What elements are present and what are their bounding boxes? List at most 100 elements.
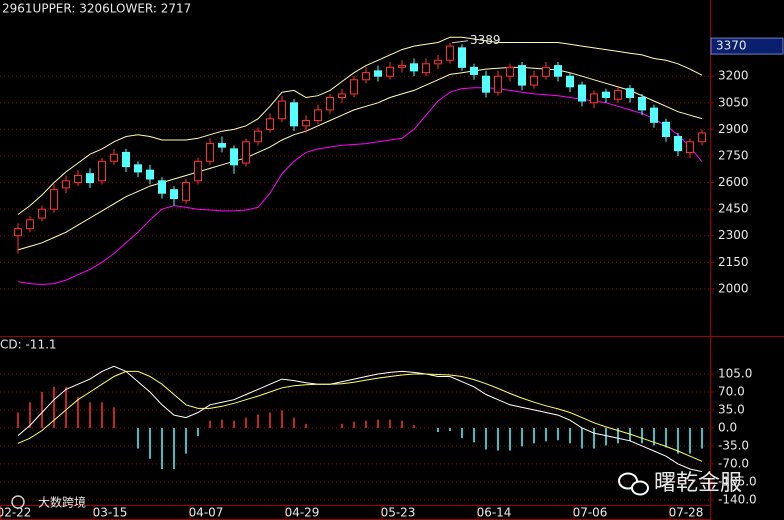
candle-body <box>278 100 286 120</box>
candle-body <box>542 66 550 77</box>
candle-body <box>230 148 238 166</box>
candle-body <box>50 189 58 210</box>
candle-body <box>602 91 610 98</box>
x-tick-label: 07-28 <box>669 506 704 520</box>
annotation-leader <box>451 40 469 44</box>
candle-body <box>518 65 526 86</box>
candle-body <box>446 45 454 61</box>
band-line <box>17 87 703 286</box>
macd-line <box>17 370 703 462</box>
candle-body <box>374 70 382 77</box>
y-tick-label: 2300 <box>718 228 749 242</box>
y-tick-label: -105.0 <box>718 474 757 488</box>
legend-entry: UPPER: 3206 <box>33 2 110 16</box>
candle-body <box>62 180 70 189</box>
x-tick-label: 06-14 <box>477 506 512 520</box>
candle-body <box>194 160 202 182</box>
y-tick-label: 2000 <box>718 281 749 295</box>
candle-body <box>410 63 418 72</box>
x-tick-label: 05-23 <box>381 506 416 520</box>
y-tick-label: -70.0 <box>718 456 749 470</box>
candle-body <box>122 151 130 168</box>
x-tick-label: 02-22 <box>0 506 31 520</box>
y-tick-label: 2750 <box>718 148 749 162</box>
candle-body <box>206 143 214 162</box>
candle-body <box>182 182 190 201</box>
candle-body <box>290 102 298 127</box>
y-tick-label: 35.0 <box>718 402 745 416</box>
max-annotation: 3389 <box>470 33 501 47</box>
candle-body <box>86 173 94 184</box>
candle-body <box>146 169 154 180</box>
y-tick-label: 2150 <box>718 255 749 269</box>
candle-body <box>338 93 346 98</box>
candle-body <box>590 93 598 104</box>
y-tick-label: 2900 <box>718 122 749 136</box>
candle-body <box>74 174 82 184</box>
candle-body <box>242 141 250 164</box>
candle-body <box>482 75 490 93</box>
candle-body <box>530 75 538 86</box>
y-tick-label: 105.0 <box>718 366 752 380</box>
candle-body <box>98 160 106 182</box>
candle-body <box>350 79 358 95</box>
band-line <box>17 36 703 215</box>
candle-body <box>494 75 502 93</box>
candle-body <box>266 118 274 130</box>
candle-body <box>38 208 46 219</box>
candle-body <box>674 135 682 152</box>
candle-body <box>362 72 370 81</box>
candle-body <box>578 84 586 102</box>
candle-body <box>314 109 322 122</box>
candle-body <box>110 153 118 162</box>
y-tick-label: 0.0 <box>718 420 737 434</box>
y-tick-label: -140.0 <box>718 492 757 506</box>
candle-body <box>302 120 310 127</box>
y-tick-label: 3200 <box>718 69 749 83</box>
logo-icon <box>11 495 25 509</box>
candle-body <box>458 47 466 68</box>
candle-body <box>158 180 166 194</box>
candle-body <box>14 228 22 237</box>
band-line <box>17 66 703 251</box>
candle-body <box>134 164 142 173</box>
x-tick-label: 04-29 <box>285 506 320 520</box>
y-tick-label: 3050 <box>718 95 749 109</box>
candle-body <box>386 66 394 77</box>
price-marker: 3370 <box>716 39 747 53</box>
candle-body <box>398 65 406 68</box>
candle-body <box>422 63 430 74</box>
macd-line <box>17 365 703 473</box>
legend-entry: LOWER: 2717 <box>110 2 192 16</box>
wechat-icon <box>618 472 649 496</box>
candle-body <box>470 66 478 75</box>
candle-body <box>686 141 694 153</box>
candle-body <box>554 65 562 77</box>
x-tick-label: 07-06 <box>573 506 608 520</box>
candle-body <box>566 75 574 88</box>
candle-body <box>650 107 658 123</box>
candle-body <box>626 88 634 98</box>
watermark-logo: 大数跨境 <box>38 495 86 510</box>
watermark-brand: 曙乾金服 <box>654 471 742 496</box>
candle-body <box>662 121 670 137</box>
candle-body <box>434 59 442 65</box>
candle-body <box>326 96 334 111</box>
candle-body <box>614 89 622 100</box>
price-marker-box <box>710 37 784 55</box>
candle-body <box>638 96 646 111</box>
candle-body <box>698 132 706 143</box>
candle-body <box>506 66 514 77</box>
x-tick-label: 03-15 <box>93 506 128 520</box>
indicator-title: CD: -11.1 <box>0 338 57 352</box>
y-tick-label: -35.0 <box>718 438 749 452</box>
y-tick-label: 70.0 <box>718 384 745 398</box>
candle-body <box>218 143 226 148</box>
candle-body <box>254 130 262 143</box>
y-tick-label: 2600 <box>718 175 749 189</box>
candle-body <box>26 219 34 230</box>
x-tick-label: 04-07 <box>189 506 224 520</box>
candle-body <box>170 189 178 200</box>
legend-entry: 2961 <box>2 2 33 16</box>
